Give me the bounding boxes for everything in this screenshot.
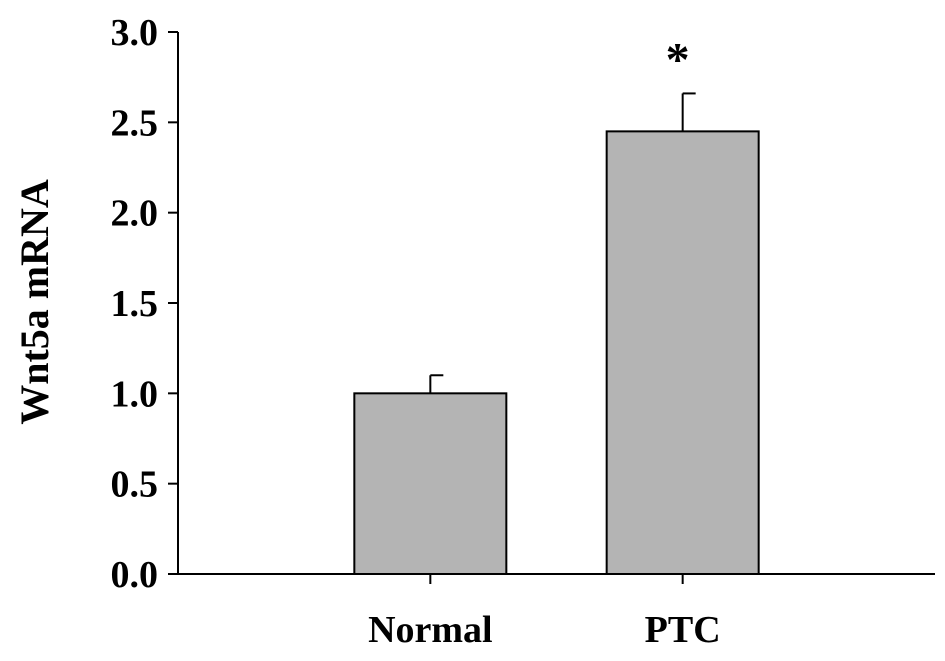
significance-annotation: * (666, 33, 690, 86)
y-tick-label: 1.5 (111, 283, 159, 325)
bar-ptc (605, 130, 760, 575)
x-tick-label-normal: Normal (368, 609, 493, 651)
y-axis: 0.0 0.5 1.0 1.5 2.0 2.5 3.0 (111, 12, 179, 596)
y-tick-label: 0.5 (111, 464, 159, 506)
y-tick-label: 3.0 (111, 12, 159, 54)
bars: * (353, 33, 760, 576)
y-tick-label: 2.5 (111, 102, 159, 144)
x-axis: Normal PTC (178, 573, 935, 651)
y-tick-label: 0.0 (111, 554, 159, 596)
x-tick-label-ptc: PTC (645, 609, 721, 651)
y-axis-label: Wnt5a mRNA (12, 179, 57, 425)
bar-normal (353, 392, 508, 576)
y-tick-label: 1.0 (111, 373, 159, 415)
y-tick-label: 2.0 (111, 193, 159, 235)
